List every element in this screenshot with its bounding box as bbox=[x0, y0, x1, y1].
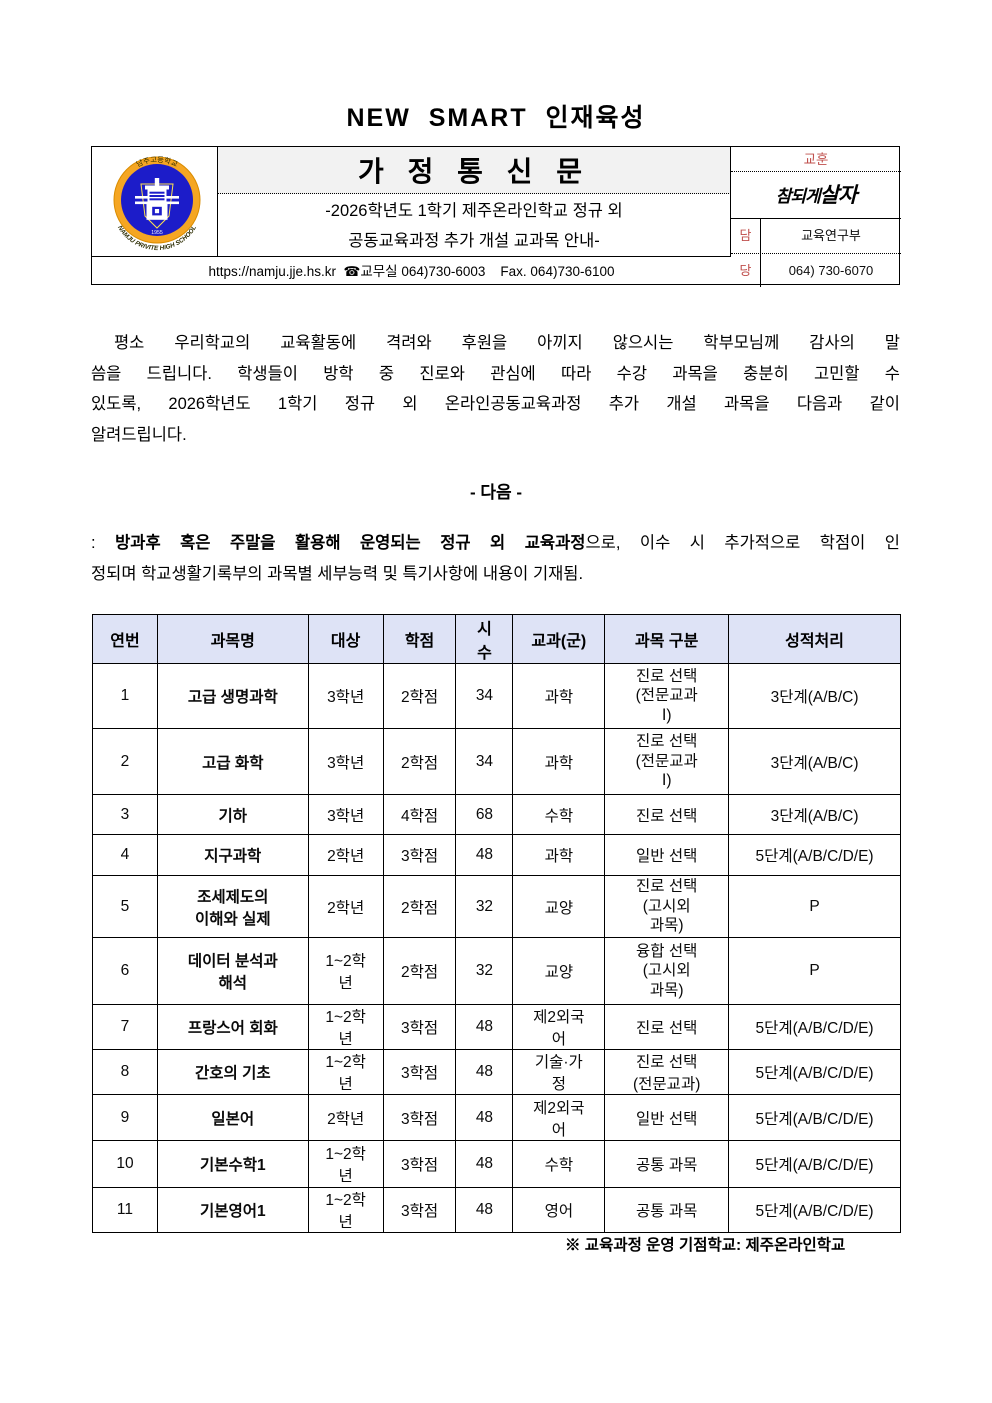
svg-text:1955: 1955 bbox=[151, 230, 163, 236]
